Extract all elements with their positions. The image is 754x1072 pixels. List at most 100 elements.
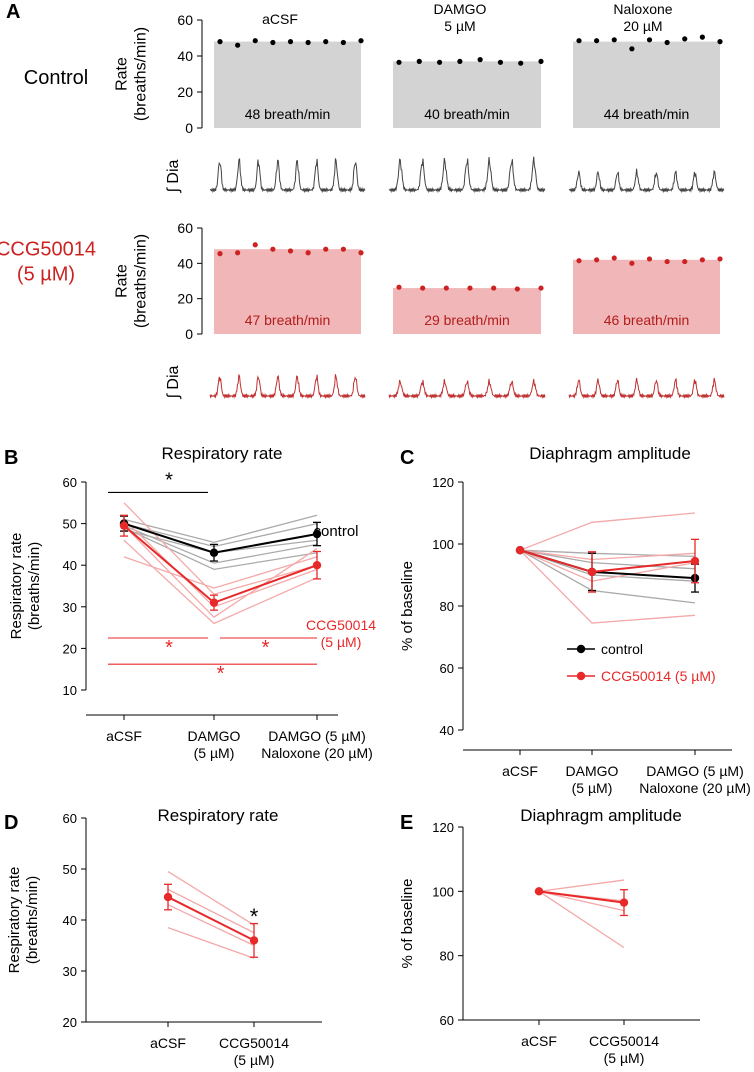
individual-trace [123,556,318,589]
rate-dot [576,258,582,264]
label-line: 0 [185,120,193,136]
rate-bar [573,259,720,334]
diaphragm-trace [568,377,725,400]
rate-dot [396,284,402,290]
y-tick-label: 20 [63,641,77,656]
rate-dot [518,60,524,66]
row-label: CCG50014 (5 µM) [0,239,96,286]
data-point [534,887,544,896]
label-line: (5 µM) [234,1052,275,1068]
y-tick-label: 100 [432,537,454,552]
label-line: control [313,523,358,540]
panel-e-diaphragm-amplitude-chart: Diaphragm amplitude 60 80 100 120 aCSF CCG5001… [399,806,700,1066]
label-line: Respiratory rate [8,533,25,640]
rate-bar-label: 47 breath/min [245,312,331,328]
tick-label: 60 [177,12,193,28]
label-line: * [250,904,259,929]
rate-dot [682,36,688,42]
label-line: 29 breath/min [424,312,510,328]
rate-bar [214,41,361,128]
label-line: 48 breath/min [245,106,331,122]
rate-dot [323,39,329,45]
label-line: Respiratory rate [158,806,279,825]
label-line: 44 breath/min [604,106,690,122]
y-tick-label: 30 [63,964,77,979]
y-tick-label: 60 [63,475,77,490]
rate-dot [664,258,670,265]
trace-label: ∫ Dia [165,159,182,193]
rate-dot [477,57,483,63]
y-tick-label: 40 [63,558,77,573]
label-line: aCSF [521,1033,557,1049]
rate-bar [393,61,541,128]
label-line: 60 [63,475,77,490]
x-tick-label: CCG50014 (5 µM) [219,1035,289,1068]
y-tick-label: 100 [432,884,454,899]
column-header: Naloxone 20 µM [613,1,672,34]
tick-label: 40 [177,255,193,271]
rate-bar-label: 40 breath/min [424,106,510,122]
y-tick-label: 30 [63,600,77,615]
y-axis-label: % of baseline [399,878,416,968]
label-line: 47 breath/min [245,312,331,328]
label-line: 80 [440,599,454,614]
legend-label: control [601,641,643,657]
y-tick-label: 50 [63,517,77,532]
rate-dot [396,59,402,65]
individual-trace [167,870,255,926]
tick-label: 20 [177,84,193,100]
label-line: 40 breath/min [424,106,510,122]
label-line: 30 [63,600,77,615]
rate-dot [270,39,276,46]
row-label: Control [24,67,88,89]
y-tick-label: 60 [440,1013,454,1028]
rate-dot [235,42,241,48]
x-tick-label: CCG50014 (5 µM) [589,1033,659,1066]
label-line: Respiratory rate [6,867,23,974]
diaphragm-trace [209,157,366,194]
diaphragm-trace [568,168,725,194]
label-line: 60 [440,1013,454,1028]
legend-marker [576,671,586,681]
rate-dot [252,242,258,248]
label-line: CCG50014 [306,617,376,633]
rate-dot [340,39,346,46]
data-point [163,892,173,902]
label-line: Naloxone [613,1,672,17]
label-line: 40 [63,913,77,928]
label-line: (breaths/min) [133,234,150,328]
data-point [312,529,322,539]
rate-dot [699,257,705,263]
rate-dot [358,250,364,256]
rate-dot [358,38,364,44]
label-line: DAMGO (5 µM) [646,763,744,779]
rate-bar-label: 44 breath/min [604,106,690,122]
panel-letter-c: C [400,447,414,469]
data-point [209,548,219,557]
label-line: (breaths/min) [133,27,150,121]
label-line: (5 µM) [572,780,613,796]
label-line: * [165,469,173,491]
x-tick-label: aCSF [521,1033,557,1049]
rate-dot [235,250,241,256]
rate-dot [682,258,688,265]
rate-dot [305,250,311,256]
label-line: 100 [432,884,454,899]
y-axis-label: Respiratory rate(breaths/min) [6,867,41,974]
label-line: 40 [177,255,193,271]
panel-d-respiratory-rate-chart: Respiratory rate 20 30 40 50 60 aCSF CCG50014 (5… [6,806,322,1068]
label-line: 60 [177,12,193,28]
label-line: 30 [63,964,77,979]
y-tick-label: 80 [440,949,454,964]
rate-dot [416,58,422,64]
label-line: % of baseline [399,561,416,651]
y-tick-label: 50 [63,862,77,877]
individual-trace [167,927,255,959]
rate-dot [629,260,635,266]
rate-dot [594,38,600,44]
y-tick-label: 60 [440,661,454,676]
y-tick-label: 20 [63,1015,77,1030]
individual-trace [519,549,696,624]
tick-label: 0 [185,326,193,342]
